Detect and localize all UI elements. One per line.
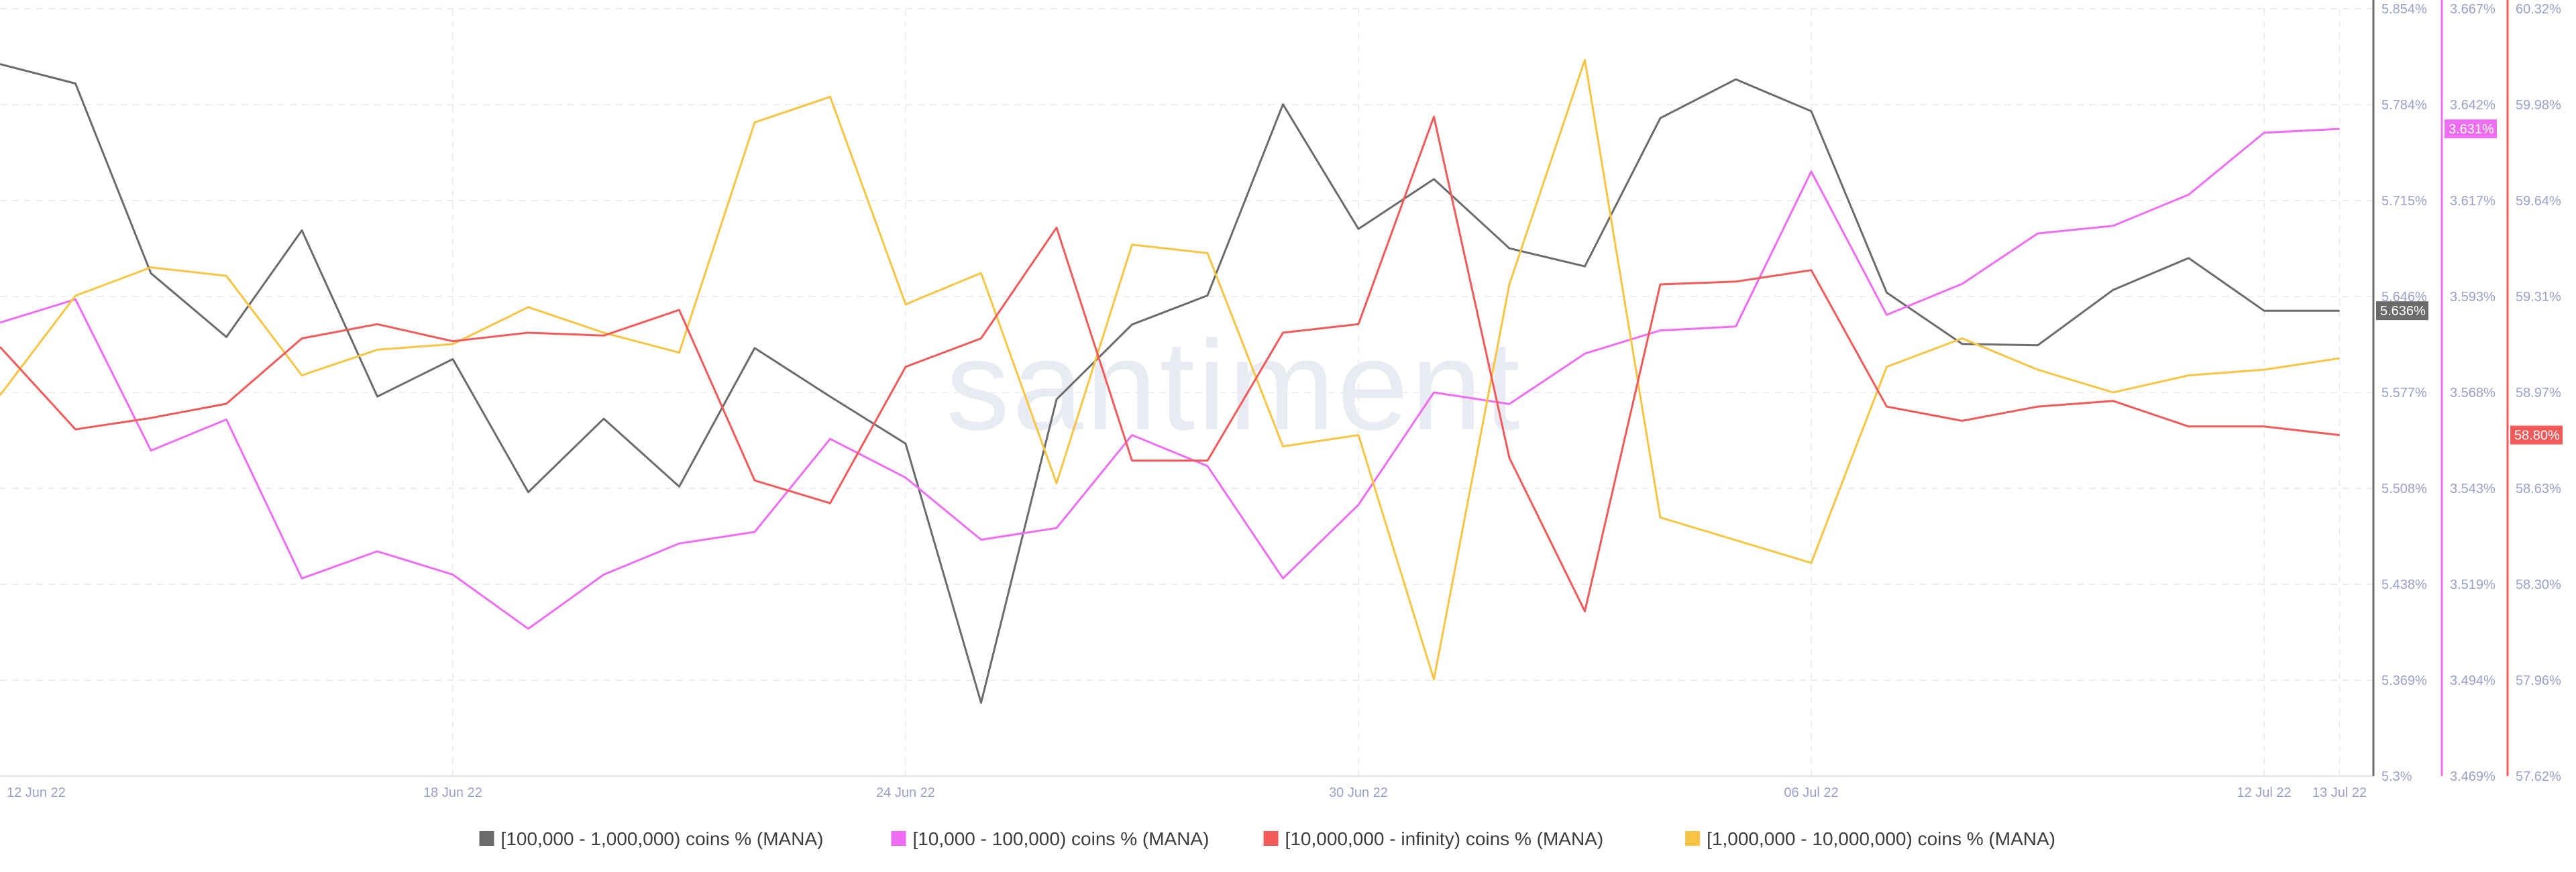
series-line (0, 115, 2340, 612)
y-tick-label: 60.32% (2516, 2, 2561, 17)
y-tick-label: 3.593% (2450, 290, 2496, 305)
legend-label: [10,000,000 - infinity) coins % (MANA) (1285, 828, 1604, 849)
y-tick-label: 57.62% (2516, 769, 2561, 784)
series-line (0, 63, 2340, 704)
y-tick-label: 3.494% (2450, 673, 2496, 688)
series-lines (0, 58, 2340, 704)
y-tick-label: 3.568% (2450, 386, 2496, 400)
y-tick-label: 3.469% (2450, 769, 2496, 784)
y-tick-label: 57.96% (2516, 673, 2561, 688)
last-value-label: 3.631% (2449, 122, 2494, 137)
y-tick-label: 59.64% (2516, 194, 2561, 209)
last-value-tags: 5.636% 3.631% 58.80% (2376, 119, 2563, 445)
x-axis: 12 Jun 22 18 Jun 22 24 Jun 22 30 Jun 22 06 J… (7, 785, 2367, 800)
legend-swatch (479, 831, 494, 846)
y-tick-label: 5.784% (2381, 98, 2427, 113)
legend-swatch (891, 831, 906, 846)
y-tick-label: 58.30% (2516, 578, 2561, 592)
y-tick-label: 5.508% (2381, 482, 2427, 496)
x-tick-label: 30 Jun 22 (1329, 785, 1388, 800)
x-tick-label: 06 Jul 22 (1784, 785, 1838, 800)
last-value-tag (2445, 119, 2497, 139)
y-tick-label: 3.667% (2450, 2, 2496, 17)
legend: [100,000 - 1,000,000) coins % (MANA) [10,… (479, 828, 2055, 849)
legend-label: [10,000 - 100,000) coins % (MANA) (912, 828, 1209, 849)
y-tick-label: 59.31% (2516, 290, 2561, 305)
y-tick-label: 58.63% (2516, 482, 2561, 496)
series-line (0, 127, 2340, 630)
x-tick-label: 12 Jun 22 (7, 785, 66, 800)
last-value-label: 5.636% (2380, 304, 2426, 319)
y-tick-label: 5.646% (2381, 290, 2427, 305)
y-tick-label: 5.577% (2381, 386, 2427, 400)
y-tick-label: 5.3% (2381, 769, 2412, 784)
series-line (0, 58, 2340, 681)
y-tick-label: 58.97% (2516, 386, 2561, 400)
x-tick-label: 12 Jul 22 (2237, 785, 2291, 800)
last-value-tag (2376, 301, 2428, 321)
y-tick-label: 5.438% (2381, 578, 2427, 592)
y-tick-label: 5.369% (2381, 673, 2427, 688)
legend-swatch (1685, 831, 1701, 846)
grid (0, 8, 2373, 777)
y-tick-label: 3.617% (2450, 194, 2496, 209)
legend-label: [100,000 - 1,000,000) coins % (MANA) (501, 828, 824, 849)
last-value-tag (2510, 425, 2563, 445)
y-tick-label: 5.715% (2381, 194, 2427, 209)
x-tick-label: 13 Jul 22 (2312, 785, 2367, 800)
y-tick-label: 59.98% (2516, 98, 2561, 113)
legend-swatch (1263, 831, 1279, 846)
legend-label: [1,000,000 - 10,000,000) coins % (MANA) (1707, 828, 2055, 849)
watermark: santiment (946, 315, 1523, 457)
y-tick-label: 3.543% (2450, 482, 2496, 496)
y-tick-label: 3.519% (2450, 578, 2496, 592)
x-tick-label: 18 Jun 22 (423, 785, 482, 800)
y-axes: 5.854% 5.784% 5.715% 5.646% 5.577% 5.508% 5.43… (2372, 0, 2561, 784)
x-tick-label: 24 Jun 22 (876, 785, 935, 800)
y-tick-label: 5.854% (2381, 2, 2427, 17)
y-tick-label: 3.642% (2450, 98, 2496, 113)
last-value-label: 58.80% (2514, 429, 2560, 443)
